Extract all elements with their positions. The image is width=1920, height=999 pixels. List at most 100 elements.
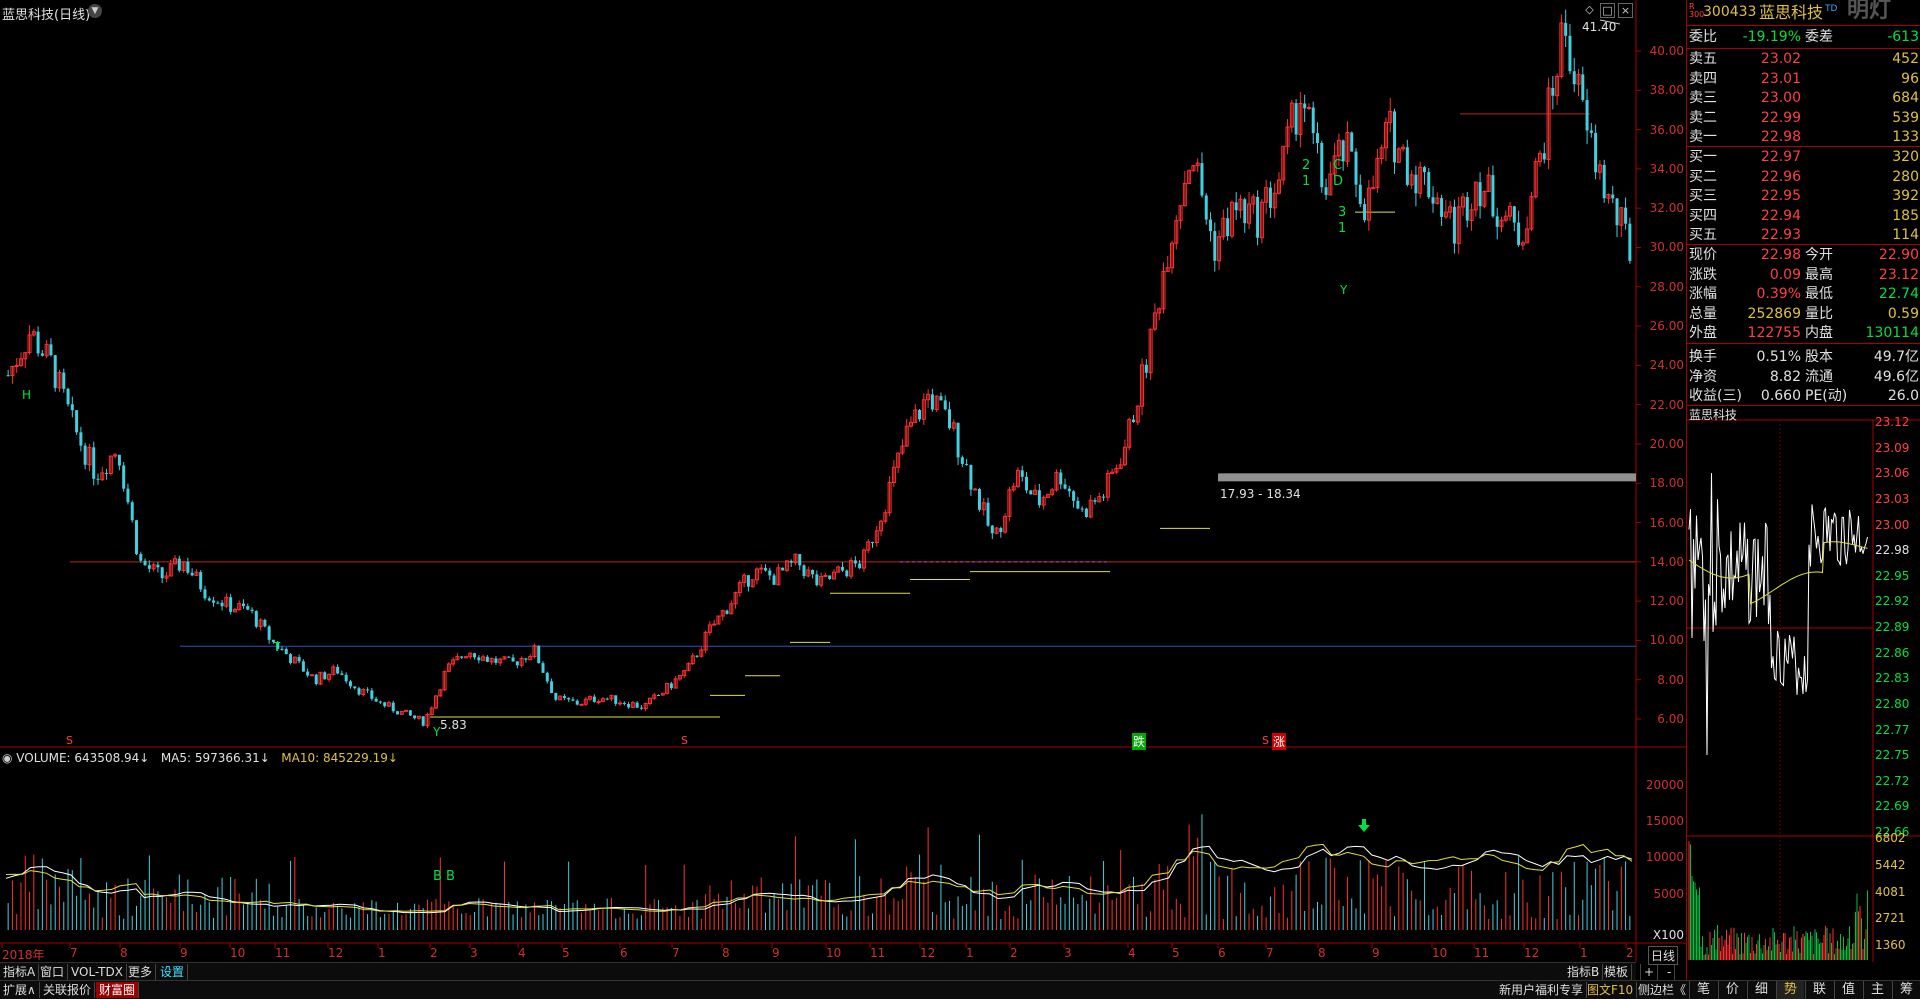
zoom-out-button[interactable]: - (1664, 964, 1676, 980)
tab-vol-tdx[interactable]: VOL-TDX (68, 964, 127, 980)
candle-body (1375, 157, 1380, 189)
candle-body (396, 711, 400, 715)
candle-body (994, 527, 999, 534)
candle-body (1045, 493, 1050, 498)
candle-body (943, 400, 947, 410)
candle-body (117, 454, 121, 466)
minute-price-tick: 22.69 (1875, 799, 1910, 814)
chevron-down-icon[interactable]: ▼ (88, 4, 102, 18)
candle-body (292, 656, 297, 664)
ask-volume: 684 (1892, 90, 1919, 107)
candle-body (798, 554, 802, 566)
candle-body (1396, 148, 1401, 163)
settings-icon[interactable]: ◉ (2, 751, 17, 765)
tab-f10[interactable]: 图文F10 (1584, 982, 1638, 998)
candle-body (973, 488, 978, 491)
tab-expand[interactable]: 扩展∧ (0, 982, 40, 998)
candle-body (70, 404, 74, 411)
tab-wealth-circle[interactable]: 财富圈 (96, 982, 140, 998)
candle-body (541, 663, 545, 673)
side-tab[interactable]: 价 (1718, 981, 1746, 999)
candle-body (742, 574, 747, 584)
candle-body (498, 658, 503, 664)
signal-label: 2 1 (1302, 158, 1311, 189)
volume-value: VOLUME: 643508.94 (16, 751, 140, 765)
stat-row: 收益(三) 0.660 PE(动) 26.0 (1687, 387, 1920, 406)
candle-body (977, 489, 981, 510)
candle-body (930, 394, 934, 410)
side-tab[interactable]: 细 (1747, 981, 1775, 999)
restore-button[interactable]: □ (1600, 3, 1615, 18)
ask-volume: 539 (1892, 109, 1919, 126)
candle-body (327, 673, 332, 680)
candle-body (1170, 242, 1175, 269)
tab-related-quote[interactable]: 关联报价 (40, 982, 96, 998)
month-tick: 7 (672, 946, 680, 960)
bid-label: 买二 (1689, 168, 1717, 185)
candle-body (237, 603, 242, 610)
price-tick: 8.00 (1657, 672, 1684, 687)
candle-body (1256, 196, 1260, 238)
side-tab[interactable]: 主 (1863, 981, 1891, 999)
candle-body (100, 472, 105, 481)
high-pointer (1599, 19, 1621, 25)
candle-body (921, 399, 926, 420)
candle-body (357, 688, 361, 695)
candle-body (194, 571, 199, 576)
candle-body (229, 597, 233, 612)
candle-body (1059, 472, 1063, 485)
quote-superscript: R 300 (1689, 2, 1705, 19)
candle-body (1067, 488, 1071, 492)
candle-body (1303, 103, 1307, 109)
candle-body (1213, 231, 1217, 261)
candle-body (515, 661, 519, 666)
tab-window[interactable]: 窗口 (37, 964, 69, 980)
candle-body (96, 478, 100, 480)
signal-label: 3 1 (1338, 205, 1347, 236)
candle-body (789, 560, 793, 563)
candle-body (340, 673, 344, 675)
candle-body (1029, 490, 1033, 495)
tab-settings[interactable]: 设置 (157, 964, 189, 980)
candle-body (250, 609, 254, 611)
tab-indicator-a[interactable]: 指标A (0, 964, 40, 980)
candle-body (618, 702, 623, 705)
candle-body (802, 565, 806, 576)
candle-body (1276, 179, 1281, 194)
zoom-in-button[interactable]: + (1640, 964, 1659, 980)
candle-body (151, 564, 156, 570)
tab-sidebar[interactable]: 侧边栏《 (1635, 982, 1691, 998)
candle-body (1088, 499, 1093, 518)
close-button[interactable]: × (1618, 3, 1633, 18)
candle-body (1020, 470, 1024, 477)
mark-s: S (681, 734, 688, 747)
candle-body (232, 608, 237, 613)
tab-more[interactable]: 更多 (125, 964, 157, 980)
ask-volume: 452 (1892, 51, 1919, 67)
side-tab[interactable]: 笔 (1689, 981, 1717, 999)
side-tab[interactable]: 筹 (1892, 981, 1920, 999)
side-tab[interactable]: 势 (1776, 981, 1804, 999)
candle-body (836, 566, 841, 573)
diamond-icon[interactable]: ◇ (1585, 3, 1594, 16)
month-tick: 3 (470, 946, 478, 960)
price-tick: 30.00 (1649, 240, 1684, 255)
month-tick: 4 (518, 946, 526, 960)
candle-body (1465, 197, 1469, 221)
candle-body (105, 472, 109, 474)
tab-indicator-b[interactable]: 指标B (1564, 964, 1604, 980)
candle-body (665, 682, 670, 694)
candle-body (1431, 197, 1435, 204)
candle-body (1084, 508, 1088, 517)
candle-body (1460, 196, 1465, 208)
side-tab[interactable]: 联 (1805, 981, 1833, 999)
stat-value: 8.82 (1769, 368, 1801, 385)
candle-body (575, 700, 579, 705)
tab-new-user[interactable]: 新用户福利专享 (1496, 982, 1588, 998)
side-tab[interactable]: 值 (1834, 981, 1862, 999)
period-daily[interactable]: 日线 (1648, 946, 1679, 965)
tab-template[interactable]: 模板 (1601, 964, 1633, 980)
candle-body (378, 701, 382, 703)
